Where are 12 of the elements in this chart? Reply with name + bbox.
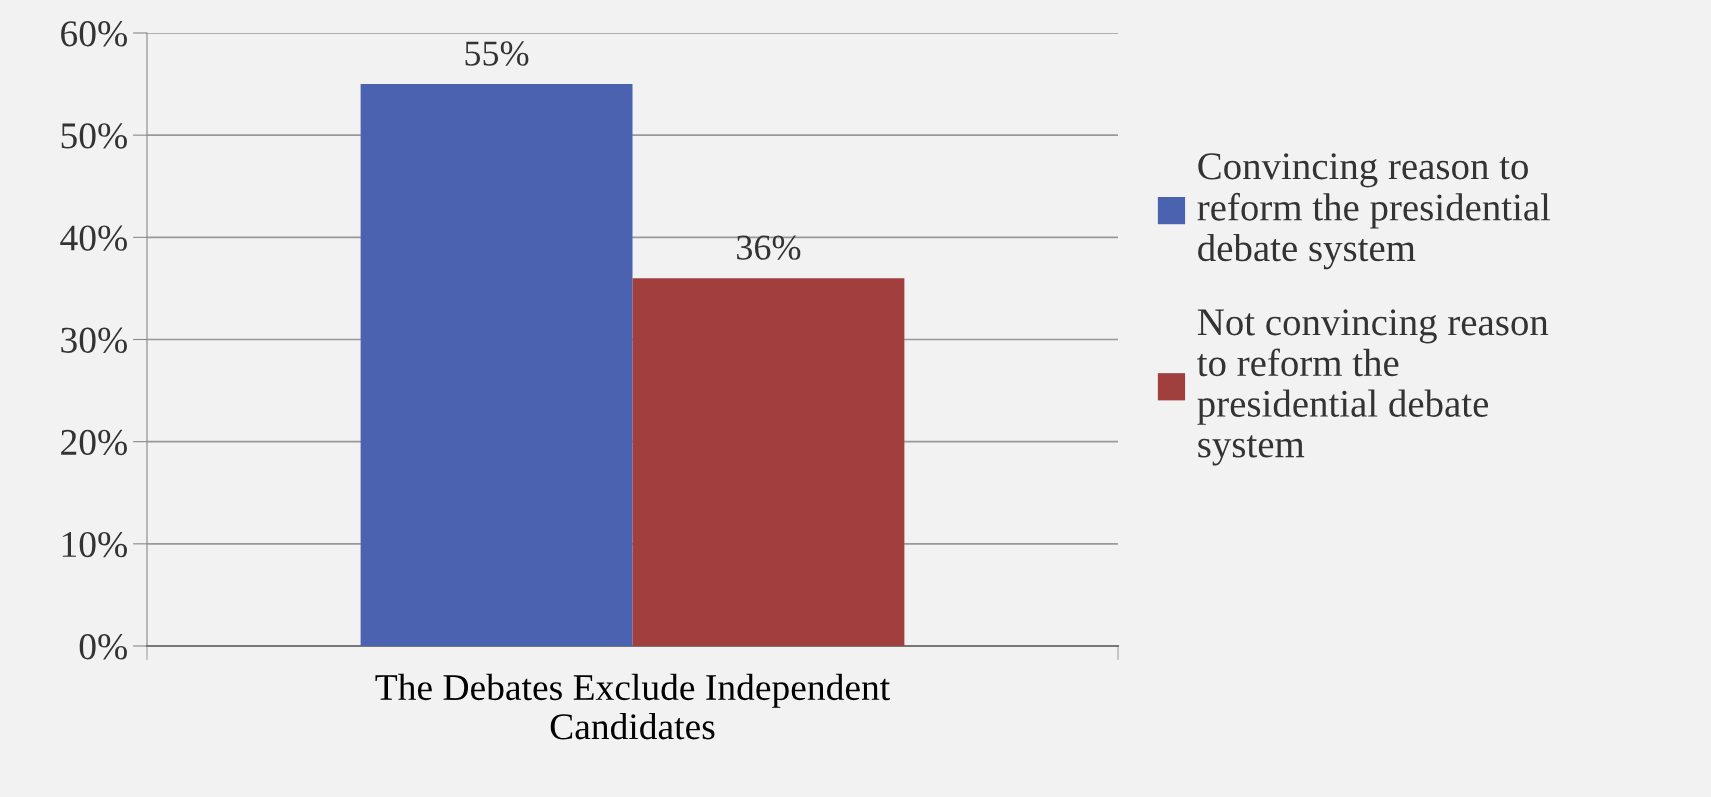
legend-label: Not convincing reason to reform the presidential debate system bbox=[1197, 309, 1549, 466]
y-tick-label: 10% bbox=[62, 531, 127, 558]
y-tick-label: 20% bbox=[61, 429, 127, 456]
y-tick-label: 40% bbox=[60, 225, 127, 251]
data-label: 55% bbox=[465, 41, 529, 66]
x-tick-label: The Debates Exclude Independent Candidates bbox=[375, 673, 890, 740]
y-tick-label: 50% bbox=[61, 123, 127, 149]
y-tick-label: 0% bbox=[79, 634, 127, 660]
y-tick-label: 60% bbox=[61, 21, 127, 47]
y-tick-label: 30% bbox=[61, 327, 127, 353]
legend-label: Convincing reason to reform the presidential debate system bbox=[1197, 153, 1551, 270]
data-label: 36% bbox=[737, 235, 801, 260]
